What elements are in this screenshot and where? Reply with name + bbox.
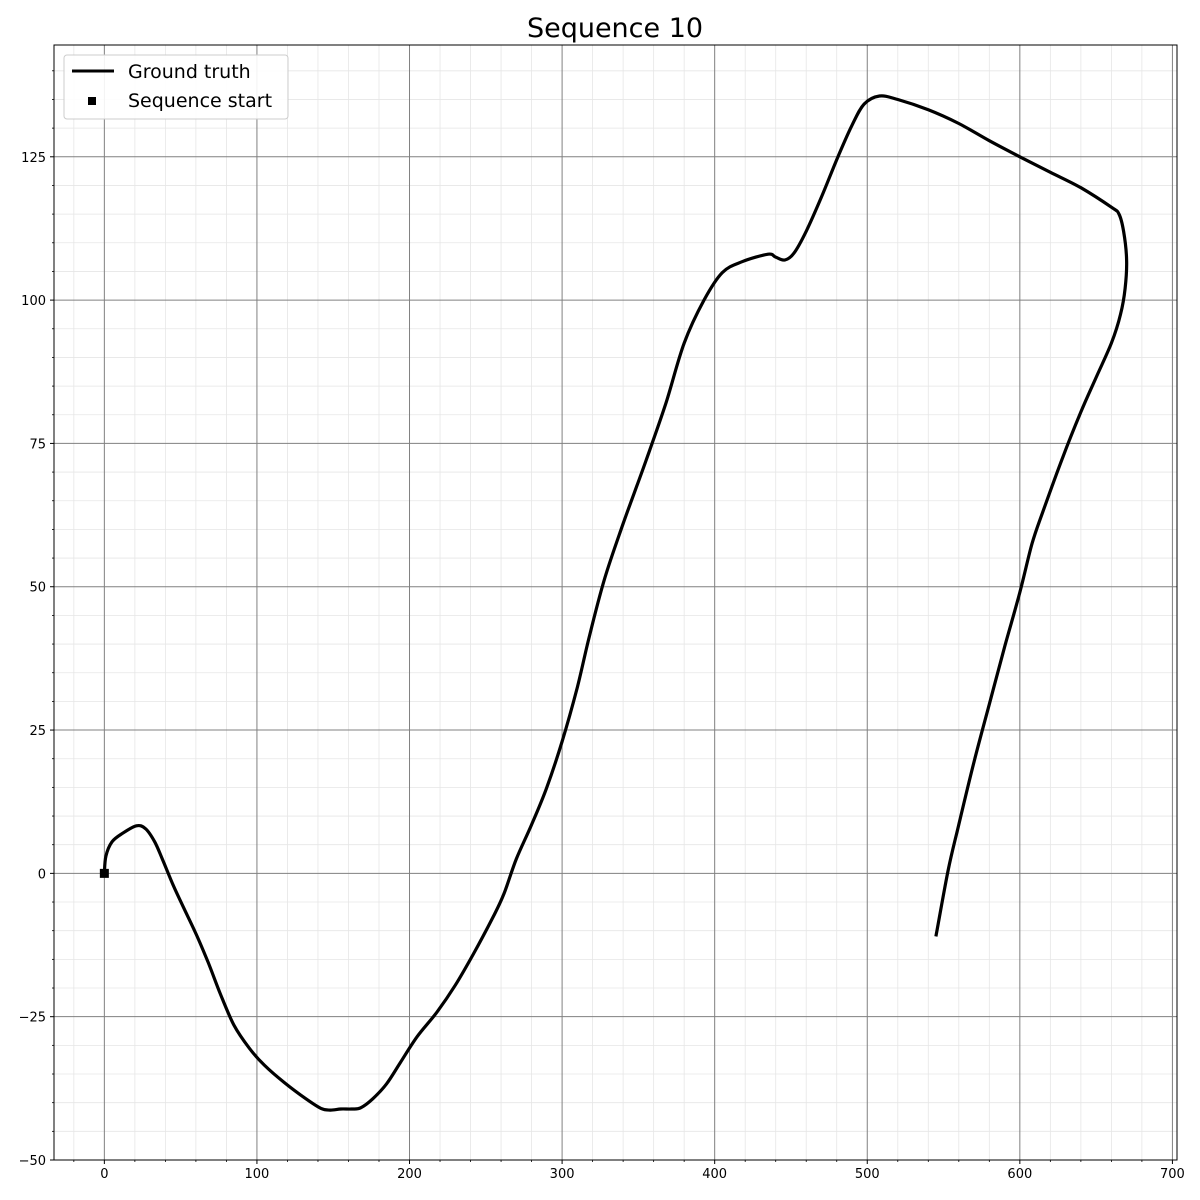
- series-layer: [102, 94, 1129, 1112]
- y-tick-label: −25: [19, 1011, 46, 1026]
- y-axis: −50 −25 0 25 50 75 100 125: [19, 70, 54, 1169]
- legend-box: [63, 54, 289, 120]
- x-tick-label: 700: [1160, 1167, 1185, 1182]
- sequence-start-marker: [99, 868, 109, 878]
- y-tick-label: 100: [21, 294, 46, 309]
- y-tick-label: 25: [29, 724, 46, 739]
- x-axis: 0 100 200 300 400 500 600 700: [73, 1160, 1185, 1182]
- x-tick-label: 600: [1007, 1167, 1032, 1182]
- chart-title: Sequence 10: [527, 13, 703, 44]
- plot-frame: [53, 44, 1178, 1161]
- ground-truth-line: [102, 94, 1129, 1112]
- minor-grid: [54, 45, 1177, 1160]
- y-tick-label: −50: [19, 1154, 46, 1169]
- x-tick-label: 200: [397, 1167, 422, 1182]
- legend-label-sequence-start: Sequence start: [128, 90, 272, 112]
- x-tick-label: 100: [245, 1167, 270, 1182]
- legend-marker-swatch: [88, 97, 96, 105]
- y-tick-label: 0: [38, 867, 46, 882]
- y-tick-label: 125: [21, 151, 46, 166]
- y-tick-label: 50: [29, 581, 46, 596]
- legend-label-ground-truth: Ground truth: [128, 61, 251, 83]
- legend: Ground truth Sequence start: [63, 54, 289, 120]
- x-tick-label: 0: [100, 1167, 108, 1182]
- y-tick-label: 75: [29, 437, 46, 452]
- marker-layer: [99, 868, 109, 878]
- x-tick-label: 300: [550, 1167, 575, 1182]
- x-tick-label: 500: [855, 1167, 880, 1182]
- x-tick-label: 400: [702, 1167, 727, 1182]
